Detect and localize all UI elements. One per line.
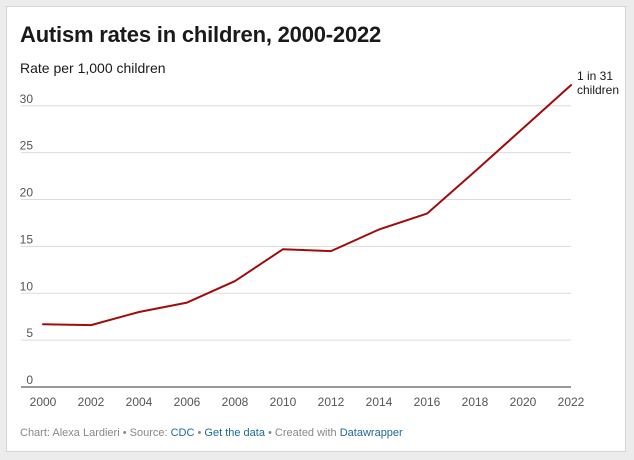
chart-card: Autism rates in children, 2000-2022 Rate… (6, 6, 626, 452)
x-tick-label: 2002 (78, 395, 105, 409)
datawrapper-link[interactable]: Datawrapper (339, 427, 403, 439)
annotation-label: 1 in 31 (577, 69, 613, 83)
y-tick-label: 20 (20, 186, 34, 200)
chart-title: Autism rates in children, 2000-2022 (20, 22, 382, 47)
footer-credit: Chart: Alexa Lardieri • Source: (20, 427, 171, 439)
x-tick-label: 2016 (414, 395, 441, 409)
x-tick-label: 2020 (510, 395, 537, 409)
y-tick-label: 0 (26, 373, 33, 387)
chart-footer: Chart: Alexa Lardieri • Source: CDC • Ge… (20, 427, 403, 439)
annotation-label: children (577, 83, 619, 97)
x-tick-label: 2000 (30, 395, 57, 409)
y-tick-label: 5 (26, 326, 33, 340)
line-chart: 0 5 10 15 20 25 30 2000 2002 2004 2006 2008 2010 201… (20, 69, 619, 409)
series-line-0 (42, 84, 572, 327)
footer-separator: • (194, 427, 205, 439)
x-tick-label: 2014 (366, 395, 393, 409)
x-tick-label: 2012 (318, 395, 345, 409)
x-tick-label: 2006 (174, 395, 201, 409)
y-tick-label: 10 (20, 279, 34, 293)
chart-subtitle: Rate per 1,000 children (20, 60, 166, 76)
x-tick-label: 2010 (270, 395, 297, 409)
y-tick-label: 30 (20, 92, 34, 106)
y-tick-label: 15 (20, 232, 34, 246)
y-axis-ticks: 0 5 10 15 20 25 30 (20, 92, 34, 387)
x-tick-label: 2018 (462, 395, 489, 409)
x-tick-label: 2008 (222, 395, 249, 409)
y-tick-label: 25 (20, 139, 34, 153)
x-tick-label: 2022 (558, 395, 585, 409)
x-axis-ticks: 2000 2002 2004 2006 2008 2010 2012 2014 2016 2018… (30, 395, 585, 409)
series (42, 84, 572, 327)
x-tick-label: 2004 (126, 395, 153, 409)
footer-created: • Created with (264, 427, 340, 439)
source-link[interactable]: CDC (170, 427, 195, 439)
gridlines (21, 105, 571, 341)
get-data-link[interactable]: Get the data (204, 427, 265, 439)
